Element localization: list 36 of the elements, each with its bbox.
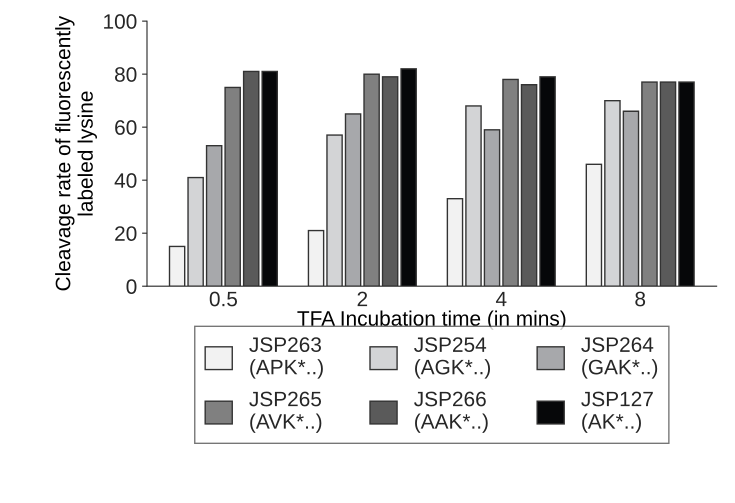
y-tick-label: 100 bbox=[104, 14, 136, 29]
legend-label: JSP127 (AK*..) bbox=[581, 392, 653, 433]
bar bbox=[187, 176, 204, 286]
legend-label: JSP263 (APK*..) bbox=[249, 337, 323, 379]
bar bbox=[539, 76, 556, 286]
y-tick-label: 80 bbox=[115, 67, 136, 82]
bar bbox=[206, 145, 222, 286]
legend-label: JSP265 (AVK*..) bbox=[249, 392, 322, 433]
bar bbox=[622, 110, 640, 286]
bar bbox=[308, 230, 324, 286]
bar bbox=[242, 70, 260, 286]
bar bbox=[520, 84, 538, 286]
legend-label: JSP266 (AAK*..) bbox=[414, 392, 488, 433]
bar bbox=[586, 164, 602, 286]
x-tick-label: 2 bbox=[358, 292, 368, 306]
y-tick-label: 0 bbox=[126, 279, 136, 294]
bar bbox=[224, 86, 241, 286]
bar bbox=[363, 73, 380, 286]
bar bbox=[261, 70, 278, 286]
y-tick-label: 20 bbox=[115, 226, 136, 241]
bar bbox=[326, 134, 343, 286]
bar bbox=[400, 68, 417, 286]
bar bbox=[604, 100, 621, 286]
y-tick-label: 60 bbox=[115, 120, 136, 135]
y-tick-label: 40 bbox=[114, 173, 136, 188]
bar bbox=[344, 113, 362, 286]
bar bbox=[502, 78, 519, 286]
legend-label: JSP264 (GAK*..) bbox=[581, 337, 658, 379]
x-tick-label: 0.5 bbox=[210, 292, 238, 306]
x-axis-title: TFA Incubation time (in mins) bbox=[297, 310, 566, 330]
bar bbox=[382, 76, 398, 286]
legend-label: JSP254 (AGK*..) bbox=[414, 337, 490, 379]
x-tick-label: 8 bbox=[635, 292, 646, 306]
x-tick-label: 4 bbox=[496, 292, 506, 306]
bar bbox=[168, 246, 186, 286]
y-axis-title: Cleavage rate of fluorescently labeled lysine bbox=[55, 16, 97, 290]
